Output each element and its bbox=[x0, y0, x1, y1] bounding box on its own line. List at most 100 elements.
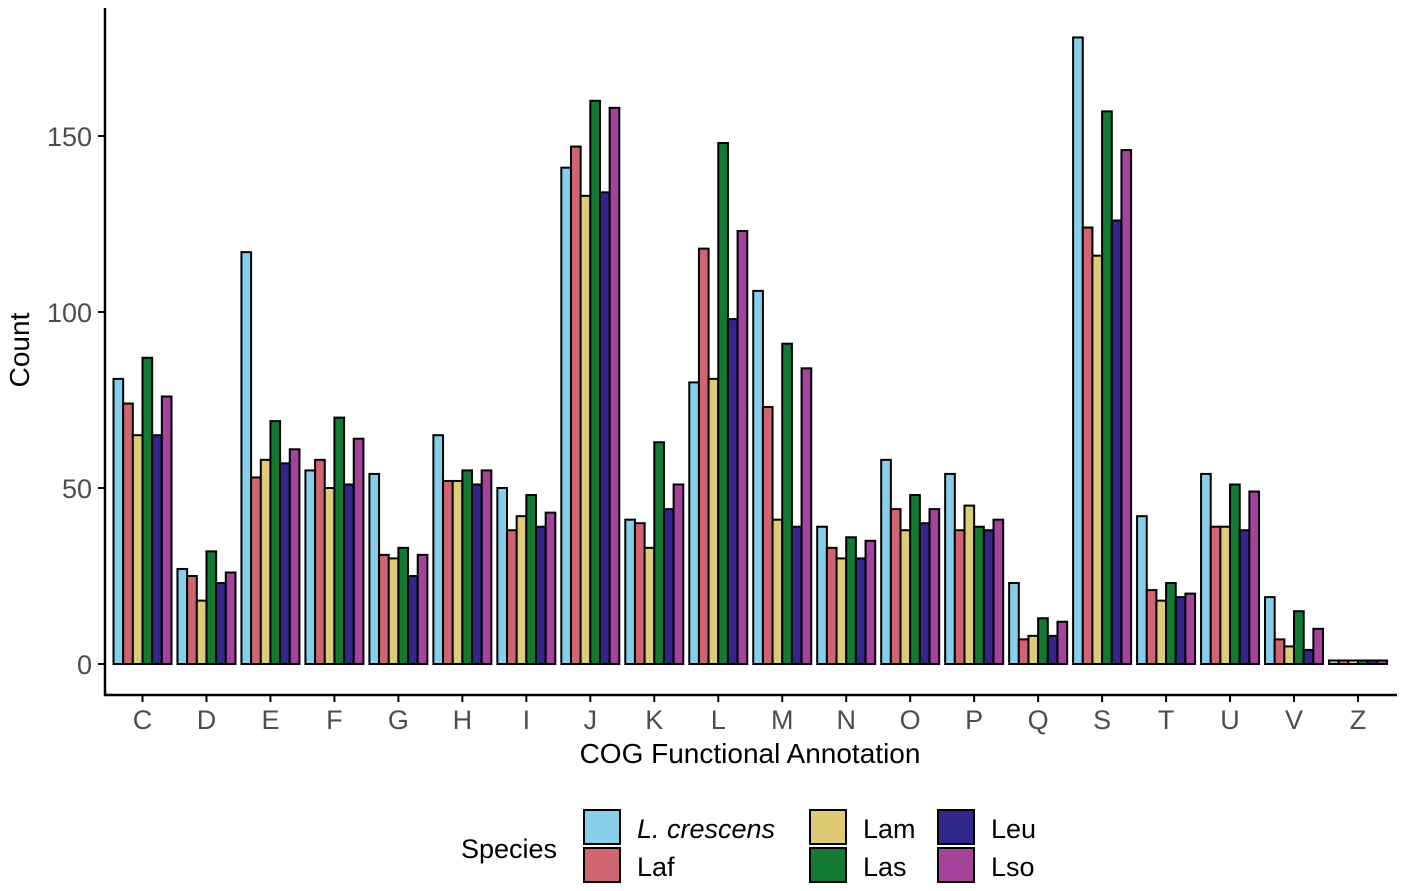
legend-label-lso: Lso bbox=[991, 852, 1035, 882]
bar-I-leu bbox=[535, 525, 547, 665]
bar-M-lso bbox=[800, 367, 813, 665]
x-tick-label-V: V bbox=[1285, 705, 1303, 735]
bar-J-leu bbox=[598, 191, 611, 665]
bar-T-laf bbox=[1145, 589, 1158, 666]
bar-E-lso bbox=[288, 448, 301, 665]
x-tick-label-S: S bbox=[1093, 705, 1111, 735]
bar-Z-leu bbox=[1366, 659, 1379, 665]
x-tick-label-O: O bbox=[900, 705, 921, 735]
y-tick-label: 150 bbox=[47, 122, 92, 152]
bar-E-lam bbox=[259, 458, 272, 665]
bar-K-lam bbox=[643, 546, 656, 666]
bar-I-l-crescens bbox=[496, 487, 509, 665]
bar-N-l-crescens bbox=[816, 525, 828, 665]
bar-C-lso bbox=[160, 395, 173, 665]
bar-L-l-crescens bbox=[688, 381, 700, 665]
bar-O-lso bbox=[928, 508, 941, 665]
bar-U-l-crescens bbox=[1200, 472, 1212, 666]
bar-D-l-crescens bbox=[176, 567, 189, 666]
bar-E-leu bbox=[279, 462, 291, 665]
bar-V-lam bbox=[1283, 645, 1296, 666]
bar-D-leu bbox=[215, 582, 227, 665]
bar-F-lam bbox=[323, 487, 336, 665]
bar-G-l-crescens bbox=[368, 472, 381, 666]
x-tick-label-N: N bbox=[836, 705, 856, 735]
x-tick-label-J: J bbox=[584, 705, 598, 735]
bar-I-lso bbox=[544, 511, 557, 666]
bar-M-leu bbox=[790, 525, 803, 665]
x-tick-label-I: I bbox=[523, 705, 531, 735]
bar-N-leu bbox=[854, 557, 867, 666]
legend-label-leu: Leu bbox=[991, 814, 1036, 844]
bar-F-leu bbox=[343, 483, 355, 666]
bar-L-lso bbox=[736, 230, 749, 665]
bar-H-lso bbox=[480, 469, 493, 665]
bar-J-lso bbox=[608, 106, 621, 665]
bar-N-lso bbox=[864, 539, 877, 665]
bar-U-lam bbox=[1219, 525, 1232, 665]
bar-U-leu bbox=[1238, 529, 1251, 665]
y-tick-label: 50 bbox=[62, 474, 92, 504]
bar-K-l-crescens bbox=[624, 518, 636, 665]
bar-H-las bbox=[461, 469, 474, 665]
bar-E-las bbox=[269, 420, 282, 665]
bar-P-leu bbox=[982, 529, 995, 665]
bar-L-las bbox=[717, 142, 729, 666]
bar-M-lam bbox=[771, 518, 784, 665]
bars-layer bbox=[112, 36, 1389, 666]
bar-P-las bbox=[973, 525, 985, 665]
bar-C-leu bbox=[151, 434, 163, 666]
legend-key-lam bbox=[809, 809, 847, 845]
legend-key-las bbox=[809, 847, 847, 883]
bar-N-laf bbox=[825, 546, 838, 666]
legend-label-l-crescens: L. crescens bbox=[637, 814, 775, 844]
legend-label-laf: Laf bbox=[637, 852, 675, 882]
bar-T-las bbox=[1165, 582, 1177, 665]
legend-title: Species bbox=[461, 834, 557, 864]
bar-O-leu bbox=[918, 522, 931, 666]
bar-J-l-crescens bbox=[560, 166, 572, 665]
bar-Q-laf bbox=[1017, 638, 1030, 665]
bar-T-lso bbox=[1184, 592, 1197, 665]
bar-K-lso bbox=[672, 483, 685, 666]
bar-V-laf bbox=[1273, 638, 1286, 665]
bar-E-l-crescens bbox=[240, 251, 253, 665]
bar-U-laf bbox=[1209, 525, 1222, 665]
bar-C-laf bbox=[122, 402, 134, 665]
bar-C-l-crescens bbox=[112, 377, 125, 665]
y-tick-label: 0 bbox=[77, 650, 92, 680]
x-tick-label-E: E bbox=[261, 705, 279, 735]
bar-H-lam bbox=[451, 479, 464, 665]
bar-P-lso bbox=[992, 518, 1005, 665]
bar-S-lso bbox=[1120, 149, 1133, 665]
bar-U-las bbox=[1229, 483, 1241, 666]
bar-M-las bbox=[781, 342, 793, 665]
bar-S-laf bbox=[1081, 226, 1094, 666]
bar-F-lso bbox=[352, 437, 365, 665]
legend-label-las: Las bbox=[863, 852, 907, 882]
bar-K-leu bbox=[662, 508, 675, 665]
bar-P-l-crescens bbox=[944, 472, 956, 666]
bar-Z-lso bbox=[1376, 659, 1389, 665]
bar-Z-lam bbox=[1347, 659, 1360, 665]
bar-D-lso bbox=[224, 571, 237, 665]
y-axis-title: Count bbox=[4, 312, 35, 387]
legend-key-lso bbox=[937, 847, 975, 883]
legend: Species L. crescens Laf Lam Las Leu Lso bbox=[461, 809, 1036, 883]
bar-Q-leu bbox=[1046, 634, 1059, 666]
bar-Q-lso bbox=[1056, 620, 1069, 666]
x-tick-label-F: F bbox=[326, 705, 343, 735]
bar-V-lso bbox=[1312, 627, 1325, 665]
legend-items: L. crescens Laf Lam Las Leu Lso bbox=[583, 809, 1036, 883]
bar-S-l-crescens bbox=[1072, 36, 1084, 665]
bar-E-laf bbox=[250, 476, 262, 665]
bar-L-lam bbox=[707, 377, 720, 665]
x-tick-label-U: U bbox=[1220, 705, 1240, 735]
bar-C-lam bbox=[131, 434, 144, 666]
bar-O-las bbox=[909, 494, 921, 666]
bar-T-lam bbox=[1155, 599, 1168, 666]
bar-S-leu bbox=[1110, 219, 1123, 665]
x-tick-label-P: P bbox=[965, 705, 983, 735]
bar-C-las bbox=[141, 356, 154, 665]
